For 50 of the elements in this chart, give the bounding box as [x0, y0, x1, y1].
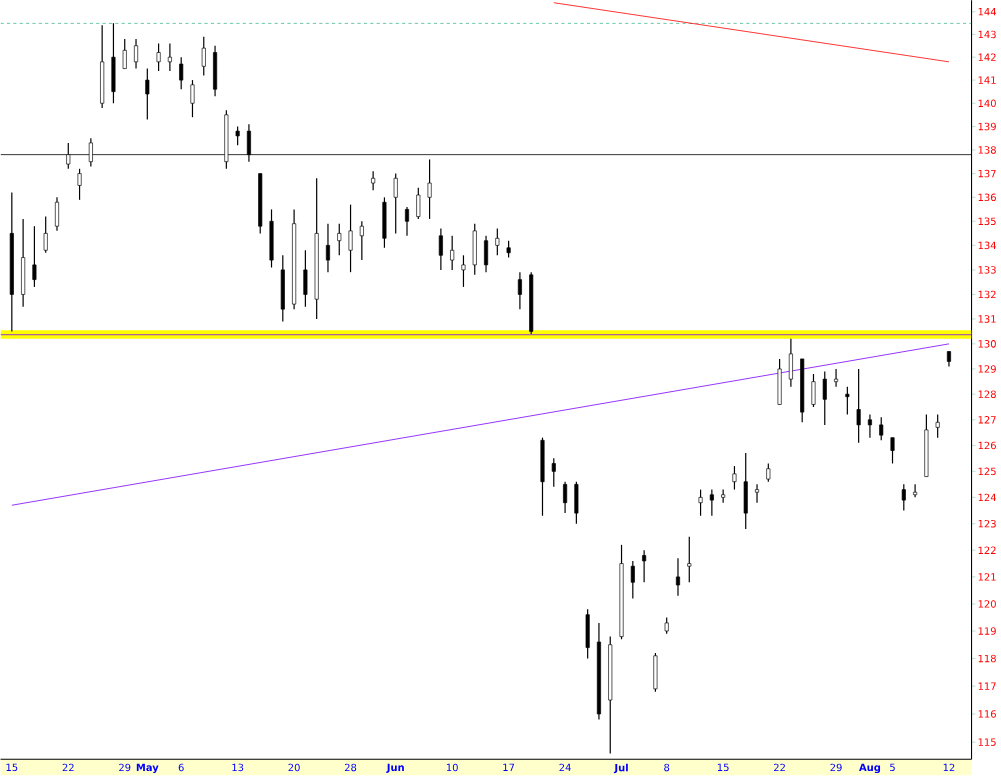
y-tick-label: 137	[978, 169, 996, 178]
y-tick-label: 133	[978, 266, 996, 274]
y-tick-label: 120	[978, 600, 996, 608]
x-tick-label: 24	[559, 763, 571, 772]
y-tick-label: 130	[978, 340, 996, 348]
y-tick-label: 138	[978, 146, 996, 154]
y-tick-label: 124	[978, 493, 996, 502]
y-tick-label: 125	[978, 467, 996, 476]
x-tick-label: 8	[664, 763, 670, 772]
y-tick-label: 143	[978, 30, 996, 39]
y-tick-label: 136	[978, 193, 996, 202]
x-tick-label: 12	[943, 763, 955, 772]
y-tick-label: 121	[978, 573, 996, 581]
y-tick-label: 118	[978, 654, 996, 663]
y-tick-label: 117	[978, 682, 996, 690]
x-tick-label: 15	[717, 763, 729, 772]
x-tick-label: 17	[503, 763, 515, 771]
y-tick-label: 142	[978, 53, 996, 61]
x-tick-label: Jul	[613, 763, 628, 774]
y-tick-label: 129	[978, 365, 996, 373]
x-tick-label: 29	[830, 763, 842, 772]
y-tick-label: 128	[978, 390, 996, 399]
x-tick-label: 22	[774, 763, 785, 772]
x-tick-label: 5	[890, 763, 895, 772]
y-tick-label: 115	[978, 738, 996, 746]
y-tick-label: 116	[978, 710, 996, 718]
y-tick-label: 122	[978, 546, 996, 554]
y-tick-label: 132	[978, 290, 996, 299]
x-tick-label: 29	[119, 763, 131, 772]
y-tick-label: 134	[978, 241, 996, 250]
x-tick-label: 28	[344, 763, 357, 772]
y-tick-label: 123	[978, 520, 996, 528]
x-tick-label: 20	[288, 763, 300, 772]
x-tick-label: 15	[6, 763, 18, 772]
y-tick-label: 131	[978, 315, 996, 323]
y-tick-label: 139	[978, 122, 996, 131]
y-tick-label: 144	[978, 8, 996, 16]
x-tick-label: 6	[178, 763, 184, 772]
y-tick-label: 141	[978, 76, 996, 84]
x-tick-label: 22	[62, 763, 74, 772]
x-tick-label: Jun	[386, 763, 404, 773]
y-tick-label: 127	[978, 416, 996, 424]
y-tick-label: 126	[978, 441, 996, 450]
y-tick-label: 135	[978, 217, 996, 226]
x-tick-label: 10	[446, 763, 458, 772]
y-tick-label: 119	[978, 627, 996, 635]
x-tick-label: May	[136, 763, 159, 774]
x-tick-label: Aug	[859, 763, 881, 774]
y-tick-label: 140	[978, 99, 996, 108]
x-tick-label: 13	[232, 763, 244, 772]
